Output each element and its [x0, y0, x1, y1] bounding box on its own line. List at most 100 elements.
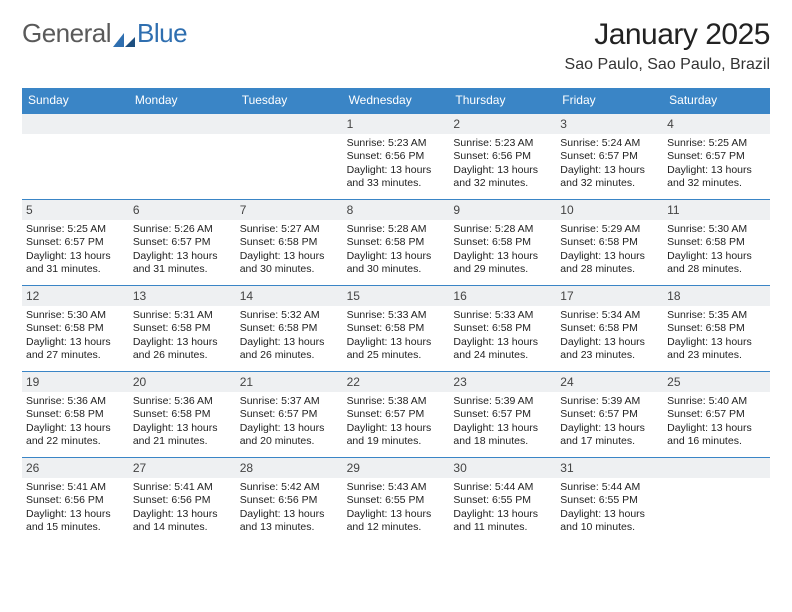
sunrise-label: Sunrise: 5:33 AM [347, 309, 446, 322]
calendar-cell: 31Sunrise: 5:44 AMSunset: 6:55 PMDayligh… [556, 457, 663, 543]
daylight-label: Daylight: 13 hours and 10 minutes. [560, 508, 659, 535]
daylight-label: Daylight: 13 hours and 19 minutes. [347, 422, 446, 449]
daylight-label: Daylight: 13 hours and 18 minutes. [453, 422, 552, 449]
calendar-cell: 27Sunrise: 5:41 AMSunset: 6:56 PMDayligh… [129, 457, 236, 543]
sunset-label: Sunset: 6:57 PM [667, 408, 766, 421]
sunset-label: Sunset: 6:58 PM [133, 408, 232, 421]
day-number: 2 [449, 113, 556, 134]
sunrise-label: Sunrise: 5:35 AM [667, 309, 766, 322]
sunrise-label: Sunrise: 5:42 AM [240, 481, 339, 494]
calendar-body: 1Sunrise: 5:23 AMSunset: 6:56 PMDaylight… [22, 112, 770, 543]
day-number: 8 [343, 199, 450, 220]
sunrise-label: Sunrise: 5:33 AM [453, 309, 552, 322]
daylight-label: Daylight: 13 hours and 26 minutes. [133, 336, 232, 363]
sunrise-label: Sunrise: 5:43 AM [347, 481, 446, 494]
sunrise-label: Sunrise: 5:36 AM [133, 395, 232, 408]
day-number: 26 [22, 457, 129, 478]
sunrise-label: Sunrise: 5:27 AM [240, 223, 339, 236]
sunset-label: Sunset: 6:58 PM [347, 322, 446, 335]
day-number: 5 [22, 199, 129, 220]
calendar-cell: 14Sunrise: 5:32 AMSunset: 6:58 PMDayligh… [236, 285, 343, 371]
sunrise-label: Sunrise: 5:34 AM [560, 309, 659, 322]
daylight-label: Daylight: 13 hours and 15 minutes. [26, 508, 125, 535]
month-title: January 2025 [565, 18, 770, 52]
sunset-label: Sunset: 6:58 PM [560, 236, 659, 249]
day-number: 18 [663, 285, 770, 306]
sunset-label: Sunset: 6:55 PM [560, 494, 659, 507]
sunset-label: Sunset: 6:58 PM [26, 408, 125, 421]
sunrise-label: Sunrise: 5:30 AM [667, 223, 766, 236]
calendar-cell: 22Sunrise: 5:38 AMSunset: 6:57 PMDayligh… [343, 371, 450, 457]
calendar-cell: 16Sunrise: 5:33 AMSunset: 6:58 PMDayligh… [449, 285, 556, 371]
sunrise-label: Sunrise: 5:39 AM [453, 395, 552, 408]
sunset-label: Sunset: 6:57 PM [560, 408, 659, 421]
brand-part1: General [22, 18, 111, 49]
daylight-label: Daylight: 13 hours and 26 minutes. [240, 336, 339, 363]
sunrise-label: Sunrise: 5:28 AM [453, 223, 552, 236]
daylight-label: Daylight: 13 hours and 32 minutes. [667, 164, 766, 191]
calendar-cell: 1Sunrise: 5:23 AMSunset: 6:56 PMDaylight… [343, 113, 450, 199]
daylight-label: Daylight: 13 hours and 12 minutes. [347, 508, 446, 535]
daylight-label: Daylight: 13 hours and 32 minutes. [453, 164, 552, 191]
calendar-cell: 21Sunrise: 5:37 AMSunset: 6:57 PMDayligh… [236, 371, 343, 457]
sunset-label: Sunset: 6:58 PM [667, 236, 766, 249]
calendar-cell: 17Sunrise: 5:34 AMSunset: 6:58 PMDayligh… [556, 285, 663, 371]
calendar-cell: 8Sunrise: 5:28 AMSunset: 6:58 PMDaylight… [343, 199, 450, 285]
sunset-label: Sunset: 6:57 PM [560, 150, 659, 163]
day-number: 14 [236, 285, 343, 306]
day-number: 19 [22, 371, 129, 392]
sail-icon [111, 25, 137, 43]
calendar-week: 19Sunrise: 5:36 AMSunset: 6:58 PMDayligh… [22, 371, 770, 457]
calendar-cell: 9Sunrise: 5:28 AMSunset: 6:58 PMDaylight… [449, 199, 556, 285]
sunset-label: Sunset: 6:56 PM [347, 150, 446, 163]
calendar-cell: 15Sunrise: 5:33 AMSunset: 6:58 PMDayligh… [343, 285, 450, 371]
calendar-cell [22, 113, 129, 199]
sunrise-label: Sunrise: 5:31 AM [133, 309, 232, 322]
daylight-label: Daylight: 13 hours and 30 minutes. [240, 250, 339, 277]
sunrise-label: Sunrise: 5:25 AM [26, 223, 125, 236]
sunrise-label: Sunrise: 5:40 AM [667, 395, 766, 408]
day-header-wednesday: Wednesday [343, 88, 450, 112]
daylight-label: Daylight: 13 hours and 14 minutes. [133, 508, 232, 535]
day-number: 30 [449, 457, 556, 478]
sunset-label: Sunset: 6:55 PM [347, 494, 446, 507]
day-number: 11 [663, 199, 770, 220]
sunrise-label: Sunrise: 5:23 AM [453, 137, 552, 150]
daylight-label: Daylight: 13 hours and 13 minutes. [240, 508, 339, 535]
sunset-label: Sunset: 6:58 PM [453, 322, 552, 335]
day-header-tuesday: Tuesday [236, 88, 343, 112]
sunrise-label: Sunrise: 5:37 AM [240, 395, 339, 408]
calendar-cell: 19Sunrise: 5:36 AMSunset: 6:58 PMDayligh… [22, 371, 129, 457]
calendar-cell: 3Sunrise: 5:24 AMSunset: 6:57 PMDaylight… [556, 113, 663, 199]
sunset-label: Sunset: 6:58 PM [26, 322, 125, 335]
daylight-label: Daylight: 13 hours and 31 minutes. [26, 250, 125, 277]
calendar-cell: 6Sunrise: 5:26 AMSunset: 6:57 PMDaylight… [129, 199, 236, 285]
day-number [236, 113, 343, 134]
calendar-day-header: Sunday Monday Tuesday Wednesday Thursday… [22, 88, 770, 112]
daylight-label: Daylight: 13 hours and 23 minutes. [667, 336, 766, 363]
day-header-friday: Friday [556, 88, 663, 112]
sunrise-label: Sunrise: 5:26 AM [133, 223, 232, 236]
calendar-cell: 28Sunrise: 5:42 AMSunset: 6:56 PMDayligh… [236, 457, 343, 543]
day-number: 12 [22, 285, 129, 306]
calendar-cell: 2Sunrise: 5:23 AMSunset: 6:56 PMDaylight… [449, 113, 556, 199]
daylight-label: Daylight: 13 hours and 33 minutes. [347, 164, 446, 191]
sunset-label: Sunset: 6:57 PM [667, 150, 766, 163]
sunset-label: Sunset: 6:58 PM [453, 236, 552, 249]
sunset-label: Sunset: 6:58 PM [240, 236, 339, 249]
brand-part2: Blue [137, 18, 187, 49]
day-number: 15 [343, 285, 450, 306]
daylight-label: Daylight: 13 hours and 30 minutes. [347, 250, 446, 277]
sunrise-label: Sunrise: 5:36 AM [26, 395, 125, 408]
day-number: 16 [449, 285, 556, 306]
brand-logo: General Blue [22, 18, 187, 49]
calendar-week: 1Sunrise: 5:23 AMSunset: 6:56 PMDaylight… [22, 113, 770, 199]
day-header-thursday: Thursday [449, 88, 556, 112]
calendar-cell: 26Sunrise: 5:41 AMSunset: 6:56 PMDayligh… [22, 457, 129, 543]
day-number: 1 [343, 113, 450, 134]
sunset-label: Sunset: 6:58 PM [133, 322, 232, 335]
calendar-cell: 13Sunrise: 5:31 AMSunset: 6:58 PMDayligh… [129, 285, 236, 371]
sunset-label: Sunset: 6:57 PM [133, 236, 232, 249]
calendar-week: 26Sunrise: 5:41 AMSunset: 6:56 PMDayligh… [22, 457, 770, 543]
sunrise-label: Sunrise: 5:29 AM [560, 223, 659, 236]
